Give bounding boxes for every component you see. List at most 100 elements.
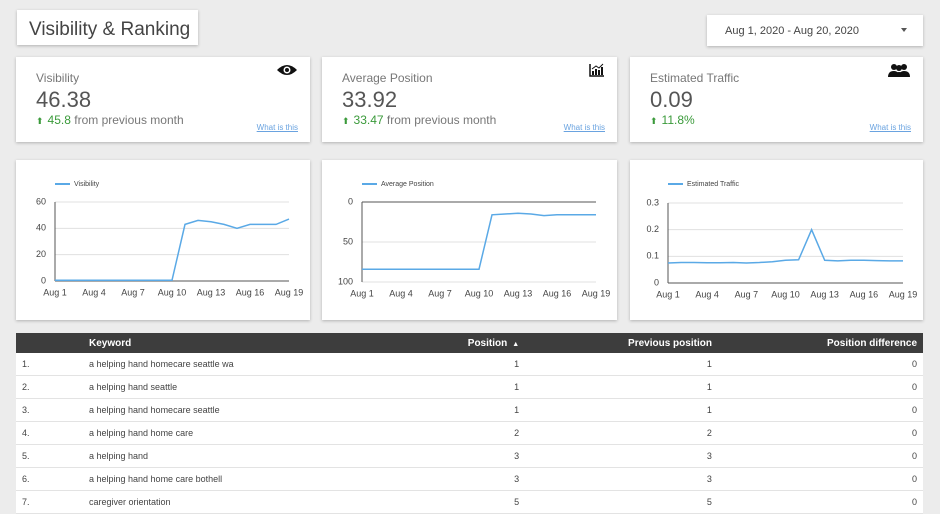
table-cell: a helping hand homecare seattle <box>83 398 398 422</box>
kpi-value: 46.38 <box>36 87 92 112</box>
table-cell: a helping hand home care bothell <box>83 467 398 491</box>
kpi-label: Estimated Traffic <box>650 71 740 85</box>
column-header-text[interactable]: Previous position <box>628 337 712 349</box>
kpi-link[interactable]: What is this <box>869 123 911 132</box>
table-cell: 0 <box>717 375 923 399</box>
kpi-icon <box>589 63 605 82</box>
x-tick-label: Aug 19 <box>889 289 918 299</box>
dropdown-arrow[interactable] <box>901 28 907 32</box>
table-cell: 6. <box>16 467 83 491</box>
table-cell: 0 <box>717 353 923 376</box>
date-range[interactable]: Aug 1, 2020 - Aug 20, 2020 <box>725 25 859 37</box>
series-line <box>362 212 596 270</box>
kpi-card: Estimated Traffic 0.09 ⬆ 11.8% What is this <box>630 57 923 142</box>
x-tick-label: Aug 7 <box>121 287 145 297</box>
column-header[interactable]: Position difference <box>717 333 923 353</box>
kpi-value: 0.09 <box>650 87 693 112</box>
legend-label: Estimated Traffic <box>687 181 740 188</box>
column-header[interactable]: Previous position <box>525 333 718 353</box>
chart: 0 0.1 0.2 0.3 Aug 1 Aug 4 Aug 7 Aug 10 Aug 13 Aug… <box>646 181 918 300</box>
kpi-value: 33.92 <box>342 87 398 112</box>
table-cell: caregiver orientation <box>83 490 398 514</box>
table-cell: 5 <box>525 490 718 514</box>
table-cell: 0 <box>717 444 923 468</box>
table-cell: 0 <box>717 490 923 514</box>
table-cell: 3 <box>525 467 718 491</box>
table-cell: a helping hand <box>83 444 398 468</box>
table-cell: 3 <box>397 467 526 491</box>
kpi-change: ⬆ 45.8 from previous month <box>36 113 184 127</box>
chart: 0 20 40 60 Aug 1 Aug 4 Aug 7 Aug 10 Aug 13 Aug 16… <box>36 181 303 298</box>
column-header[interactable]: Position ▲ <box>397 333 526 353</box>
row-number-header <box>16 333 83 353</box>
kpi-change-value: 45.8 <box>47 113 71 127</box>
table-row: 5. a helping hand 3 3 0 <box>16 444 923 468</box>
table-cell: 0 <box>717 467 923 491</box>
chart-card: 0 20 40 60 Aug 1 Aug 4 Aug 7 Aug 10 Aug 13 Aug 16… <box>16 160 310 320</box>
series-line <box>55 218 290 282</box>
up-arrow: ⬆ <box>36 116 44 126</box>
table-row: 2. a helping hand seattle 1 1 0 <box>16 375 923 399</box>
table-cell: a helping hand home care <box>83 421 398 445</box>
chart-card: 0 50 100 Aug 1 Aug 4 Aug 7 Aug 10 Aug 13 Aug 16 A… <box>322 160 617 320</box>
kpi-label: Average Position <box>342 71 433 85</box>
x-tick-label: Aug 1 <box>656 289 680 299</box>
table-cell: 3. <box>16 398 83 422</box>
y-tick-label: 0.2 <box>646 224 659 234</box>
table-cell: 1. <box>16 353 83 376</box>
table-cell: 2 <box>397 421 526 445</box>
up-arrow: ⬆ <box>650 116 658 126</box>
keyword-table: Keyword Position ▲ Previous position Positio… <box>16 333 923 514</box>
legend-label: Visibility <box>74 181 100 188</box>
table-cell: 1 <box>397 353 526 376</box>
table-cell: 0 <box>717 421 923 445</box>
table-row: 6. a helping hand home care bothell 3 3 0 <box>16 467 923 491</box>
sort-arrow[interactable]: ▲ <box>512 340 520 348</box>
y-tick-label: 40 <box>36 223 46 233</box>
column-header-text[interactable]: Position <box>467 337 508 349</box>
y-tick-label: 50 <box>343 236 353 246</box>
table-cell: 2 <box>525 421 718 445</box>
kpi-icon <box>276 63 298 82</box>
chart-card: 0 0.1 0.2 0.3 Aug 1 Aug 4 Aug 7 Aug 10 Aug 13 Aug… <box>630 160 923 320</box>
column-header-text[interactable]: Position difference <box>826 337 917 349</box>
y-tick-label: 60 <box>36 196 46 206</box>
y-tick-label: 100 <box>338 276 353 286</box>
x-tick-label: Aug 16 <box>236 287 265 297</box>
table-cell: 1 <box>525 398 718 422</box>
table-cell: 0 <box>717 398 923 422</box>
kpi-link[interactable]: What is this <box>563 123 605 132</box>
kpi-change-value: 11.8% <box>661 113 695 127</box>
y-tick-label: 0.1 <box>646 251 659 261</box>
kpi-change-text: from previous month <box>74 113 184 127</box>
table-cell: 7. <box>16 490 83 514</box>
x-tick-label: Aug 13 <box>810 289 839 299</box>
date-picker[interactable]: Aug 1, 2020 - Aug 20, 2020 <box>707 15 923 46</box>
up-arrow: ⬆ <box>342 116 350 126</box>
kpi-change-value: 33.47 <box>353 113 384 127</box>
x-tick-label: Aug 13 <box>504 288 533 298</box>
kpi-card: Visibility 46.38 ⬆ 45.8 from previous month… <box>16 57 310 142</box>
y-tick-label: 0.3 <box>646 197 659 207</box>
kpi-link[interactable]: What is this <box>256 123 298 132</box>
kpi-change-text: from previous month <box>386 113 497 127</box>
y-tick-label: 0 <box>654 277 659 287</box>
table-header: Keyword Position ▲ Previous position Positio… <box>16 333 923 353</box>
table-row: 3. a helping hand homecare seattle 1 1 0 <box>16 398 923 422</box>
kpi-change: ⬆ 33.47 from previous month <box>342 113 496 127</box>
x-tick-label: Aug 10 <box>771 289 800 299</box>
table-cell: 3 <box>397 444 526 468</box>
column-header-text[interactable]: Keyword <box>89 337 132 349</box>
x-tick-label: Aug 7 <box>428 288 452 298</box>
x-tick-label: Aug 4 <box>389 288 413 298</box>
x-tick-label: Aug 4 <box>82 287 106 297</box>
table-cell: a helping hand seattle <box>83 375 398 399</box>
table-cell: 5 <box>397 490 526 514</box>
column-header[interactable]: Keyword <box>83 333 398 353</box>
series-line <box>667 227 903 264</box>
y-tick-label: 0 <box>348 196 353 206</box>
x-tick-label: Aug 1 <box>350 288 374 298</box>
table-cell: a helping hand homecare seattle wa <box>83 353 398 376</box>
table-cell: 5. <box>16 444 83 468</box>
